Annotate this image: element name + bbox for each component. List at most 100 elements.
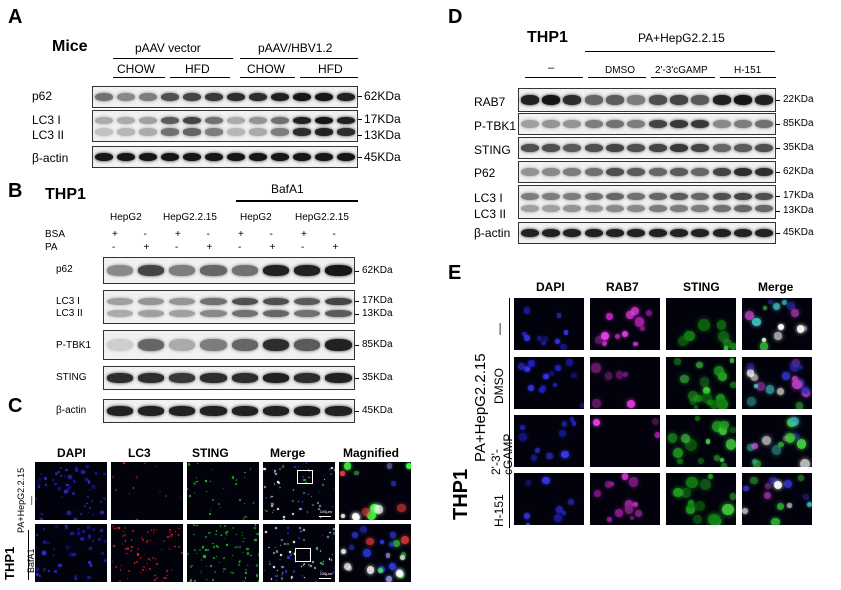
panel-c-row-group: PA+HepG2.2.15 [16, 467, 26, 533]
blot-band [116, 117, 136, 125]
blot-band [606, 228, 624, 238]
blot-band [314, 128, 334, 136]
blot-band [648, 119, 667, 129]
panel-b-cell-1: HepG2 [110, 212, 142, 223]
blot-band [755, 204, 774, 213]
blot-band [584, 143, 603, 153]
blot-band [200, 309, 227, 318]
micrograph-tile [110, 461, 184, 521]
blot-band [231, 339, 258, 351]
micrograph-tile [513, 297, 585, 351]
panel-a-size-62: 62KDa [364, 89, 401, 103]
blot-band [226, 92, 246, 102]
blot-band [336, 128, 356, 136]
blot-band [106, 373, 133, 383]
panel-b-row-sting: STING [56, 372, 87, 383]
blot-band [248, 92, 268, 102]
blot-band [325, 373, 352, 383]
treatment-sign: + [143, 242, 150, 253]
blot-band [325, 265, 352, 276]
blot-band [648, 192, 667, 201]
blot-band [520, 95, 539, 105]
treatment-sign: - [143, 229, 147, 240]
blot-band [542, 228, 560, 238]
blot-band [627, 143, 646, 153]
blot-band [734, 95, 752, 105]
blot-band [648, 143, 667, 153]
panel-a-cond-2: HFD [185, 62, 210, 76]
blot-band [520, 204, 539, 213]
panel-d-size-85: 85KDa [783, 118, 814, 129]
micrograph-tile [741, 356, 813, 410]
blot-band [182, 152, 202, 162]
blot-band [116, 128, 136, 136]
panel-label-b: B [8, 180, 23, 202]
treatment-sign: + [301, 229, 307, 240]
blot-band [325, 406, 352, 416]
blot-band [670, 143, 688, 153]
panel-d-size-17: 17KDa [783, 190, 814, 201]
blot-d-p62 [518, 161, 776, 183]
panel-e-row-4: H-151 [492, 494, 506, 527]
blot-band [606, 143, 624, 153]
blot-band [292, 128, 312, 136]
blot-band [204, 117, 224, 125]
blot-band [627, 95, 646, 105]
blot-a-actin [92, 146, 358, 168]
treatment-sign: - [112, 242, 116, 253]
panel-label-e: E [448, 262, 462, 284]
scale-bar-label: 100μm [319, 509, 332, 514]
blot-band [137, 373, 164, 383]
treatment-sign: - [206, 229, 210, 240]
blot-band [182, 92, 202, 102]
panel-a-title: Mice [52, 38, 88, 55]
blot-band [336, 92, 356, 102]
treatment-sign: + [332, 242, 339, 253]
panel-b-size-45: 45KDa [362, 405, 393, 416]
treatment-sign: - [269, 229, 273, 240]
panel-b-row-actin: β-actin [56, 405, 87, 416]
blot-band [712, 95, 731, 105]
blot-band [294, 339, 321, 351]
blot-band [542, 192, 560, 201]
panel-b-row-lc3i: LC3 I [56, 296, 80, 307]
blot-band [106, 265, 133, 276]
blot-band [542, 95, 560, 105]
treatment-sign: + [112, 229, 118, 240]
panel-d-row-p62: P62 [474, 166, 496, 180]
blot-band [231, 373, 258, 383]
panel-c-cell-line: THP1 [2, 546, 17, 580]
blot-band [200, 373, 227, 383]
blot-band [755, 228, 774, 238]
blot-d-rab7 [518, 88, 776, 112]
blot-band [691, 204, 710, 213]
blot-band [106, 297, 133, 306]
panel-b-size-62: 62KDa [362, 265, 393, 276]
micrograph-tile [589, 297, 661, 351]
panel-e-col-sting: STING [683, 280, 720, 294]
panel-a-group-right: pAAV/HBV1.2 [258, 41, 333, 55]
panel-e-col-rab7: RAB7 [606, 280, 639, 294]
blot-band [755, 95, 774, 105]
blot-a-lc3 [92, 110, 358, 142]
blot-band [712, 167, 731, 177]
blot-band [270, 92, 290, 102]
panel-b-row-lc3ii: LC3 II [56, 308, 83, 319]
treatment-sign: - [175, 242, 179, 253]
micrograph-tile [34, 523, 108, 583]
blot-band [294, 373, 321, 383]
panel-e-col-dapi: DAPI [536, 280, 565, 294]
blot-band [314, 92, 334, 102]
blot-band [627, 167, 646, 177]
blot-band [520, 167, 539, 177]
blot-band [138, 152, 158, 162]
panel-d-cond-1: – [548, 62, 555, 74]
blot-band [231, 265, 258, 276]
panel-e-row-2: DMSO [492, 368, 506, 404]
panel-a-size-13: 13KDa [364, 128, 401, 142]
blot-band [94, 92, 114, 102]
blot-band [138, 117, 158, 125]
blot-band [294, 265, 321, 276]
blot-b-ptbk1 [103, 330, 355, 360]
blot-band [336, 117, 356, 125]
